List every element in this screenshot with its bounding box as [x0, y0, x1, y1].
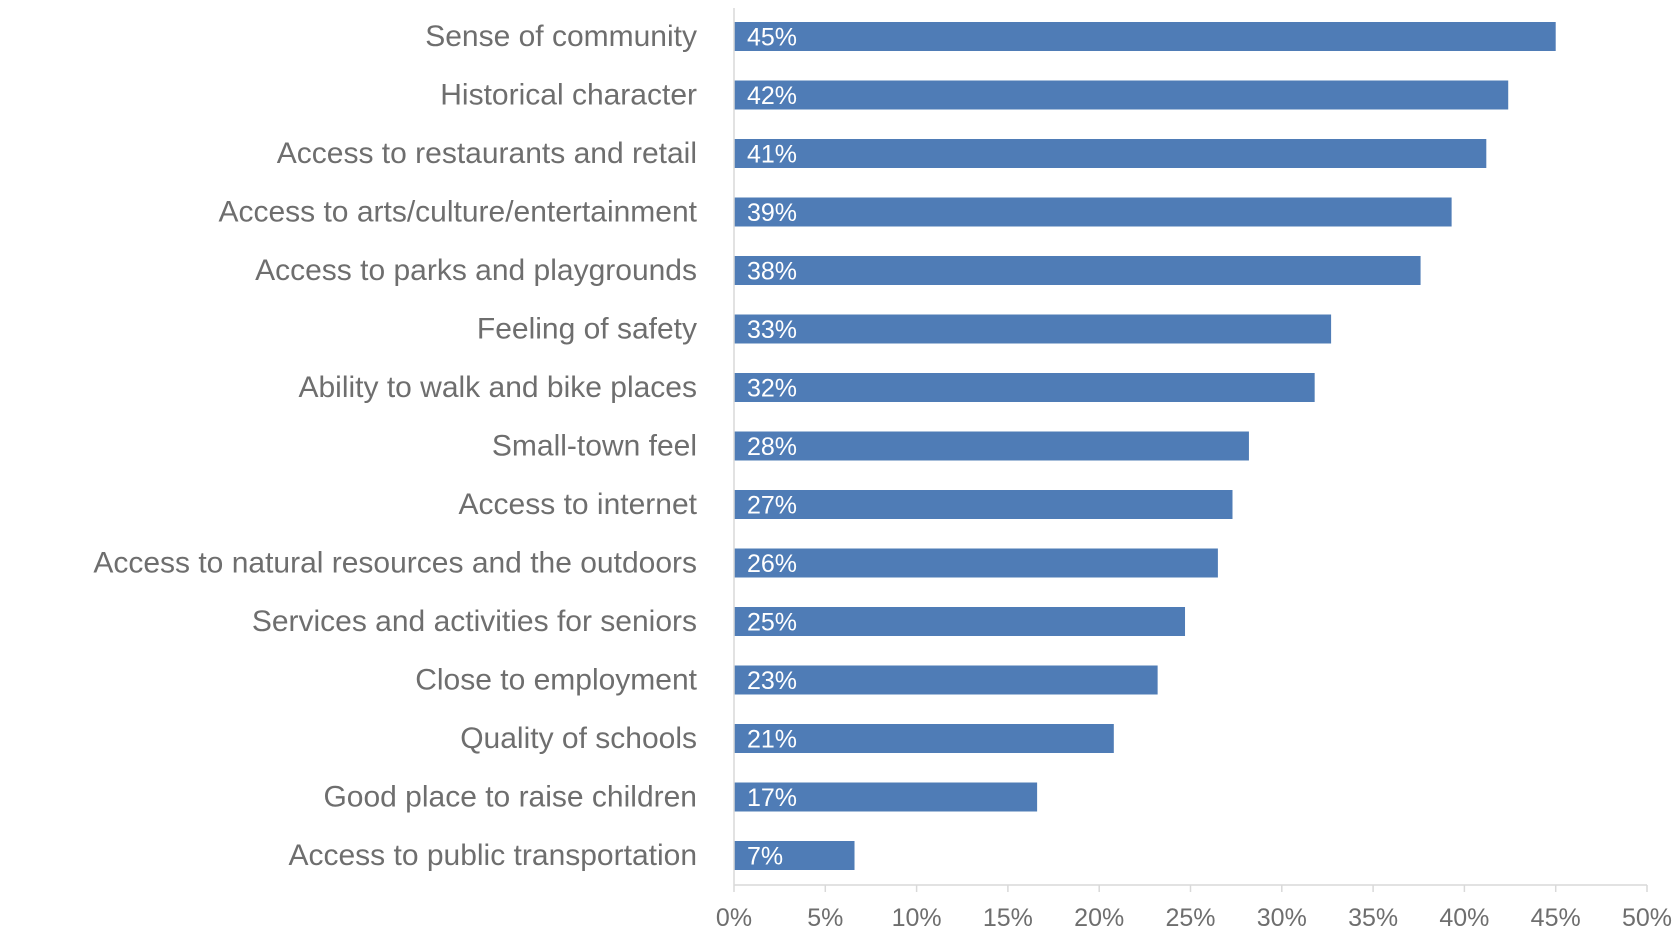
bar: [734, 841, 855, 870]
bar: [734, 314, 1332, 344]
data-label: 27%: [747, 492, 797, 520]
category-label: Good place to raise children: [323, 781, 697, 814]
x-tick-label: 5%: [807, 904, 843, 932]
bar: [734, 548, 1218, 578]
data-label: 41%: [747, 141, 797, 169]
bar: [734, 490, 1233, 519]
category-label: Access to arts/culture/entertainment: [218, 196, 697, 229]
data-label: 21%: [747, 726, 797, 754]
data-label: 28%: [747, 433, 797, 461]
bar: [734, 724, 1114, 753]
category-label: Feeling of safety: [477, 313, 697, 346]
x-tick-label: 20%: [1074, 904, 1124, 932]
category-label: Close to employment: [415, 664, 697, 697]
category-label: Sense of community: [425, 20, 697, 53]
x-tick-label: 40%: [1439, 904, 1489, 932]
category-label: Quality of schools: [460, 722, 697, 755]
x-tick-label: 45%: [1531, 904, 1581, 932]
bar: [734, 373, 1315, 402]
bar: [734, 256, 1421, 285]
category-label: Access to restaurants and retail: [277, 137, 697, 170]
x-tick-label: 35%: [1348, 904, 1398, 932]
bar: [734, 22, 1556, 51]
bar: [734, 782, 1038, 812]
category-label: Access to parks and playgrounds: [255, 254, 697, 287]
data-label: 33%: [747, 316, 797, 344]
bar: [734, 431, 1249, 461]
data-label: 42%: [747, 82, 797, 110]
category-label: Services and activities for seniors: [252, 605, 697, 638]
data-label: 17%: [747, 784, 797, 812]
bar: [734, 197, 1452, 227]
x-tick-label: 0%: [716, 904, 752, 932]
bar: [734, 139, 1487, 168]
x-tick-label: 30%: [1257, 904, 1307, 932]
data-label: 38%: [747, 258, 797, 286]
category-label: Access to public transportation: [288, 839, 697, 872]
data-label: 25%: [747, 609, 797, 637]
data-label: 23%: [747, 667, 797, 695]
x-tick-label: 15%: [983, 904, 1033, 932]
bar: [734, 607, 1186, 636]
category-label: Small-town feel: [492, 430, 697, 463]
bar: [734, 80, 1509, 110]
x-tick-label: 10%: [892, 904, 942, 932]
category-labels: Sense of community Historical character Ac…: [93, 20, 697, 872]
data-label: 32%: [747, 375, 797, 403]
data-labels: 45% 42% 41% 39% 38% 33% 32% 28% 27% 26% 25% 23% 21% 1…: [747, 24, 797, 871]
category-label: Access to natural resources and the outd…: [93, 547, 697, 580]
data-label: 26%: [747, 550, 797, 578]
category-label: Historical character: [440, 79, 697, 112]
x-axis-ticks: 0% 5% 10% 15% 20% 25% 30% 35% 40% 45% 50%: [716, 885, 1672, 932]
x-tick-label: 50%: [1622, 904, 1672, 932]
bar: [734, 665, 1158, 695]
data-label: 7%: [747, 843, 783, 871]
category-label: Access to internet: [459, 488, 698, 521]
data-label: 45%: [747, 24, 797, 52]
data-label: 39%: [747, 199, 797, 227]
x-tick-label: 25%: [1165, 904, 1215, 932]
bars-group: [734, 22, 1556, 870]
category-label: Ability to walk and bike places: [298, 371, 697, 404]
